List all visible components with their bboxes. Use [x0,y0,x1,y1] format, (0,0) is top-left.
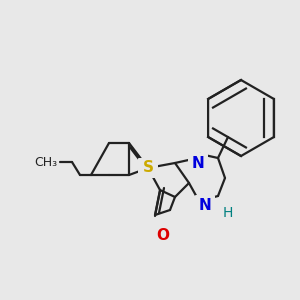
FancyBboxPatch shape [195,195,215,215]
Text: CH₃: CH₃ [34,155,58,169]
Text: N: N [192,155,204,170]
Text: N: N [199,197,212,212]
FancyBboxPatch shape [153,225,173,245]
Text: S: S [142,160,154,175]
FancyBboxPatch shape [188,153,208,173]
Text: O: O [157,227,169,242]
FancyBboxPatch shape [138,158,158,178]
FancyBboxPatch shape [33,153,59,171]
FancyBboxPatch shape [218,203,238,223]
Text: H: H [223,206,233,220]
